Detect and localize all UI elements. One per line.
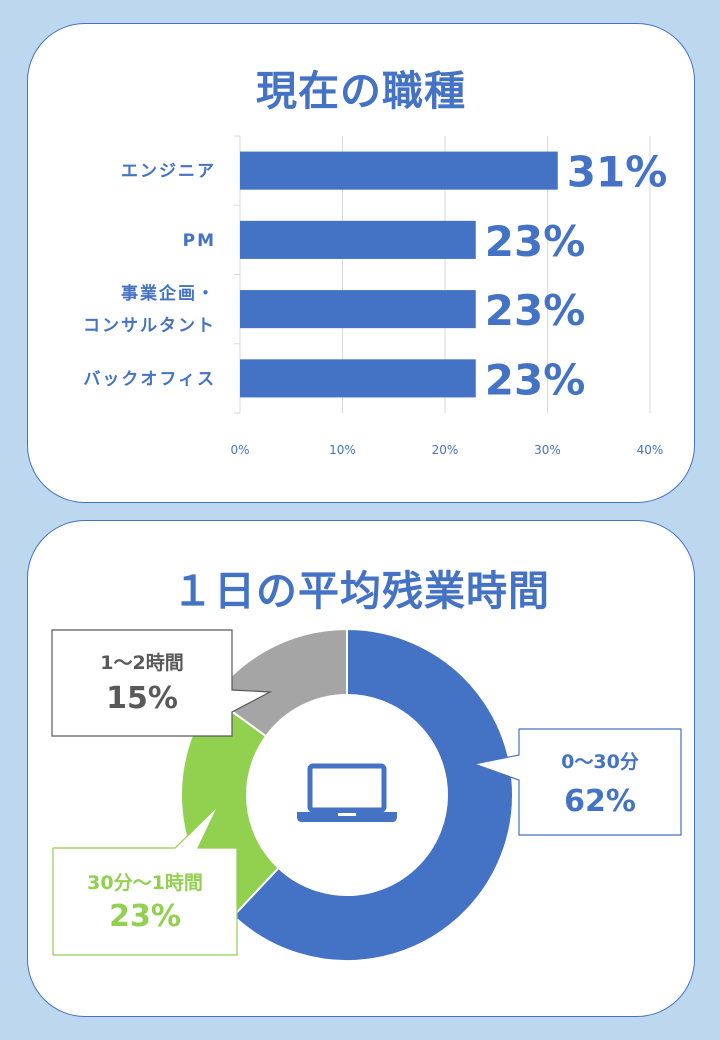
callout-1-2-hours-value: 15%: [106, 681, 178, 716]
callout-30-60-min: 30分～1時間 23%: [53, 848, 237, 955]
bar: [240, 220, 476, 259]
bar: [240, 151, 558, 190]
job-type-card: 現在の職種 0% 10% 20% 30% 40% 31% エンジニア 23% PM 23% 事業企画…: [27, 23, 695, 503]
bar-value-label: 31%: [567, 148, 668, 197]
overtime-title: １日の平均残業時間: [172, 567, 550, 615]
bar: [240, 359, 476, 398]
callout-30-60-min-label: 30分～1時間: [87, 872, 203, 894]
job-type-bar-chart: 0% 10% 20% 30% 40% 31% エンジニア 23% PM 23% 事業企画・コンサルタ…: [83, 135, 668, 457]
category-label: エンジニア: [121, 162, 216, 182]
category-label: バックオフィス: [83, 369, 216, 389]
callout-30-60-min-value: 23%: [109, 899, 181, 934]
category-label: コンサルタント: [83, 316, 216, 336]
callout-0-30-min-label: 0～30分: [561, 751, 639, 773]
x-tick-label: 10%: [329, 443, 356, 457]
bar-value-label: 23%: [485, 217, 586, 266]
x-tick-label: 20%: [432, 443, 459, 457]
x-tick-label: 40%: [637, 443, 664, 457]
bar-value-label: 23%: [485, 355, 586, 404]
x-tick-label: 30%: [534, 443, 561, 457]
category-label: 事業企画・: [121, 283, 216, 304]
bar: [240, 290, 476, 329]
x-tick-label: 0%: [230, 443, 249, 457]
category-label: PM: [183, 231, 216, 251]
bar-value-label: 23%: [485, 286, 586, 335]
job-type-title: 現在の職種: [256, 67, 466, 115]
callout-1-2-hours-label: 1～2時間: [100, 652, 184, 674]
callout-1-2-hours: 1～2時間 15%: [52, 630, 232, 736]
callout-0-30-min: 0～30分 62%: [519, 729, 681, 835]
callout-0-30-min-value: 62%: [564, 784, 636, 819]
